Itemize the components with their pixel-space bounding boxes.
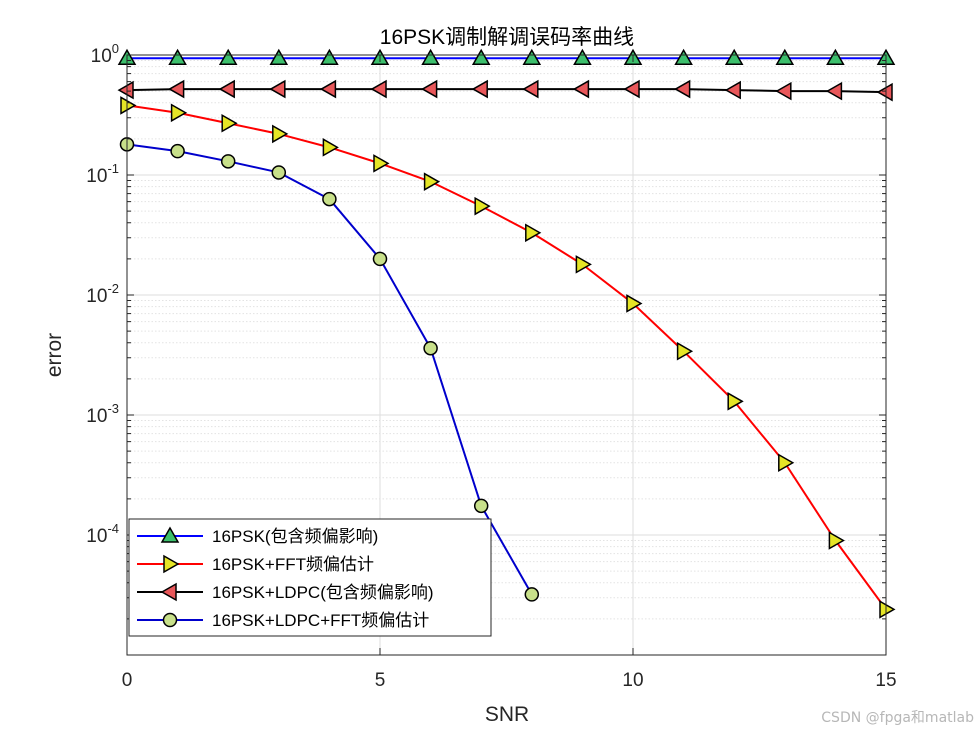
- legend-box: [128, 518, 492, 637]
- data-point: [322, 191, 337, 207]
- data-point: [423, 172, 441, 191]
- data-point: [221, 113, 238, 133]
- data-point: [626, 294, 643, 313]
- legend-entry: 16PSK+LDPC(包含频偏影响): [137, 582, 434, 602]
- data-point: [218, 48, 238, 65]
- x-axis-label: SNR: [485, 703, 529, 726]
- legend-marker: [163, 554, 180, 574]
- y-tick-label: 10-3: [86, 401, 119, 427]
- data-point: [168, 48, 187, 65]
- legend-marker: [162, 612, 178, 628]
- x-tick-labels: 0 5 10 15: [122, 670, 897, 691]
- data-point: [272, 124, 289, 144]
- data-point: [168, 79, 185, 99]
- series-2: [120, 96, 896, 619]
- data-point: [319, 79, 337, 99]
- data-point: [218, 79, 235, 99]
- y-tick-labels: 100 10-1 10-2 10-3 10-4: [86, 41, 119, 547]
- data-point: [373, 154, 390, 173]
- data-point: [826, 48, 845, 65]
- series-line: [126, 88, 887, 94]
- legend-entry: 16PSK(包含频偏影响): [137, 526, 378, 546]
- data-point: [879, 600, 896, 619]
- data-point: [727, 392, 744, 411]
- data-point: [674, 48, 693, 65]
- data-point: [572, 79, 590, 99]
- y-tick-label: 10-4: [86, 521, 119, 547]
- data-point: [423, 340, 438, 356]
- grid-minor: [127, 59, 886, 620]
- series-4: [119, 137, 540, 602]
- legend: 16PSK(包含频偏影响) 16PSK+FFT频偏估计 16PSK+LDPC(包含频…: [128, 518, 492, 637]
- series-3: [117, 79, 893, 102]
- data-point: [471, 79, 488, 99]
- data-point: [473, 498, 489, 514]
- data-point: [775, 48, 795, 65]
- data-point: [421, 48, 440, 65]
- data-point: [170, 103, 188, 123]
- x-tick-label: 10: [622, 670, 643, 691]
- data-point: [876, 82, 893, 102]
- data-point: [269, 48, 289, 65]
- data-point: [471, 48, 491, 65]
- data-point: [575, 255, 592, 274]
- data-point: [320, 48, 339, 65]
- x-tick-label: 15: [875, 670, 896, 691]
- legend-entry: 16PSK+LDPC+FFT频偏估计: [137, 611, 429, 630]
- data-point: [170, 143, 185, 159]
- series-line: [126, 104, 887, 610]
- axes-box: [126, 54, 887, 656]
- data-point: [525, 223, 542, 243]
- data-point: [421, 79, 438, 99]
- data-point: [269, 79, 286, 99]
- legend-entry: 16PSK+FFT频偏估计: [137, 554, 374, 574]
- data-point: [674, 79, 691, 99]
- y-tick-label: 10-2: [86, 281, 119, 307]
- data-point: [372, 251, 388, 267]
- data-point: [474, 196, 491, 216]
- legend-marker: [160, 526, 180, 543]
- legend-label: 16PSK+LDPC(包含频偏影响): [212, 583, 434, 602]
- y-tick-label: 10-1: [86, 161, 119, 187]
- data-point: [828, 531, 845, 550]
- data-point: [676, 341, 694, 361]
- x-tick-label: 5: [375, 670, 386, 691]
- y-axis-label: error: [43, 333, 66, 377]
- data-point: [623, 79, 640, 99]
- legend-label: 16PSK(包含频偏影响): [212, 527, 378, 546]
- data-point: [271, 165, 287, 180]
- legend-marker: [160, 582, 177, 602]
- data-point: [220, 154, 236, 169]
- data-point: [370, 79, 387, 99]
- watermark-text: CSDN @fpga和matlab: [821, 710, 974, 726]
- data-point: [322, 138, 339, 157]
- y-tick-label: 100: [91, 41, 119, 67]
- series-layer: [117, 48, 896, 619]
- series-1: [117, 48, 896, 65]
- data-point: [117, 80, 134, 100]
- data-point: [778, 453, 795, 473]
- data-point: [120, 96, 137, 115]
- data-point: [522, 48, 542, 65]
- legend-label: 16PSK+LDPC+FFT频偏估计: [212, 611, 429, 630]
- legend-label: 16PSK+FFT频偏估计: [212, 555, 374, 574]
- data-point: [522, 79, 539, 99]
- data-point: [724, 80, 741, 100]
- data-point: [825, 81, 843, 101]
- data-point: [573, 48, 592, 65]
- chart-title: 16PSK调制解调误码率曲线: [380, 26, 634, 49]
- axis-ticks: [126, 54, 887, 655]
- data-point: [775, 81, 792, 101]
- data-point: [524, 587, 540, 602]
- x-tick-label: 0: [122, 670, 133, 691]
- data-point: [724, 48, 744, 65]
